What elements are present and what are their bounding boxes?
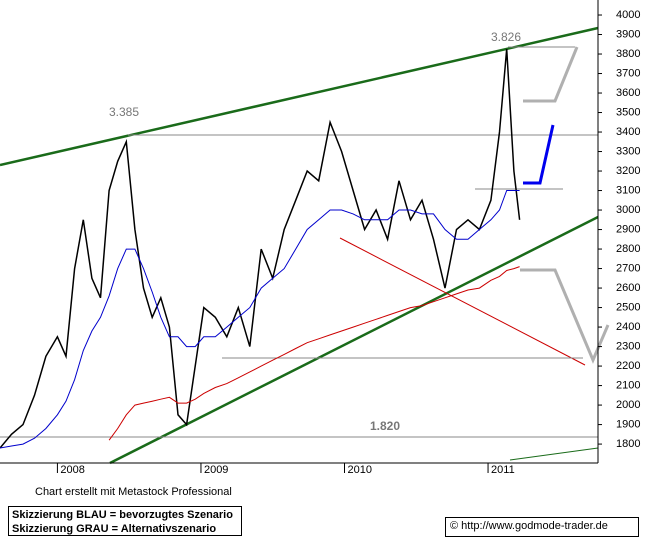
legend-line: Skizzierung GRAU = Alternativszenario <box>12 523 217 535</box>
trend-line <box>339 237 586 366</box>
y-tick-label: 3900 <box>616 28 640 40</box>
credit: Chart erstellt mit Metastock Professiona… <box>35 486 232 498</box>
y-tick-label: 1900 <box>616 418 640 430</box>
y-tick-label: 3200 <box>616 165 640 177</box>
x-tick-label: 2008 <box>60 464 84 476</box>
annotation: 3.385 <box>109 105 139 119</box>
x-tick-label: 2010 <box>348 464 372 476</box>
annotation: 3.826 <box>491 30 521 44</box>
scenario-legend: Skizzierung BLAU = bevorzugtes Szenario … <box>8 506 242 536</box>
y-tick-label: 1800 <box>616 438 640 450</box>
y-tick-label: 3500 <box>616 106 640 118</box>
chart: 3.385 3.826 1.820 1800 1900 2000 2100 2200 23… <box>0 0 640 476</box>
y-tick-label: 3700 <box>616 67 640 79</box>
scenario-gray <box>523 46 579 103</box>
series-line <box>108 266 520 441</box>
y-tick-label: 2800 <box>616 243 640 255</box>
annotation: 1.820 <box>370 419 400 433</box>
plot-area <box>0 0 598 463</box>
x-tick-label: 2011 <box>491 464 515 476</box>
drawings <box>0 26 610 465</box>
y-tick-label: 3400 <box>616 126 640 138</box>
y-tick-label: 2300 <box>616 340 640 352</box>
y-tick-label: 2400 <box>616 321 640 333</box>
copyright: © http://www.godmode-trader.de <box>445 517 639 537</box>
y-tick-label: 3600 <box>616 87 640 99</box>
scenario-blue <box>523 124 555 185</box>
y-tick-label: 2500 <box>616 301 640 313</box>
trend-line <box>109 215 599 465</box>
y-tick-label: 3800 <box>616 48 640 60</box>
y-tick-label: 2000 <box>616 399 640 411</box>
y-tick-label: 3000 <box>616 204 640 216</box>
trend-line <box>0 26 599 167</box>
y-tick-label: 2100 <box>616 379 640 391</box>
trend-line <box>509 447 599 461</box>
legend-line: Skizzierung BLAU = bevorzugtes Szenario <box>12 509 233 521</box>
x-tick-label: 2009 <box>204 464 228 476</box>
y-tick-label: 3300 <box>616 145 640 157</box>
series-line <box>0 190 520 449</box>
y-tick-label: 2900 <box>616 223 640 235</box>
y-tick-label: 2700 <box>616 262 640 274</box>
y-tick-label: 2600 <box>616 282 640 294</box>
y-tick-label: 3100 <box>616 184 640 196</box>
series-line <box>0 48 521 449</box>
scenario-gray <box>520 268 610 364</box>
y-tick-label: 4000 <box>616 9 640 21</box>
y-tick-label: 2200 <box>616 360 640 372</box>
